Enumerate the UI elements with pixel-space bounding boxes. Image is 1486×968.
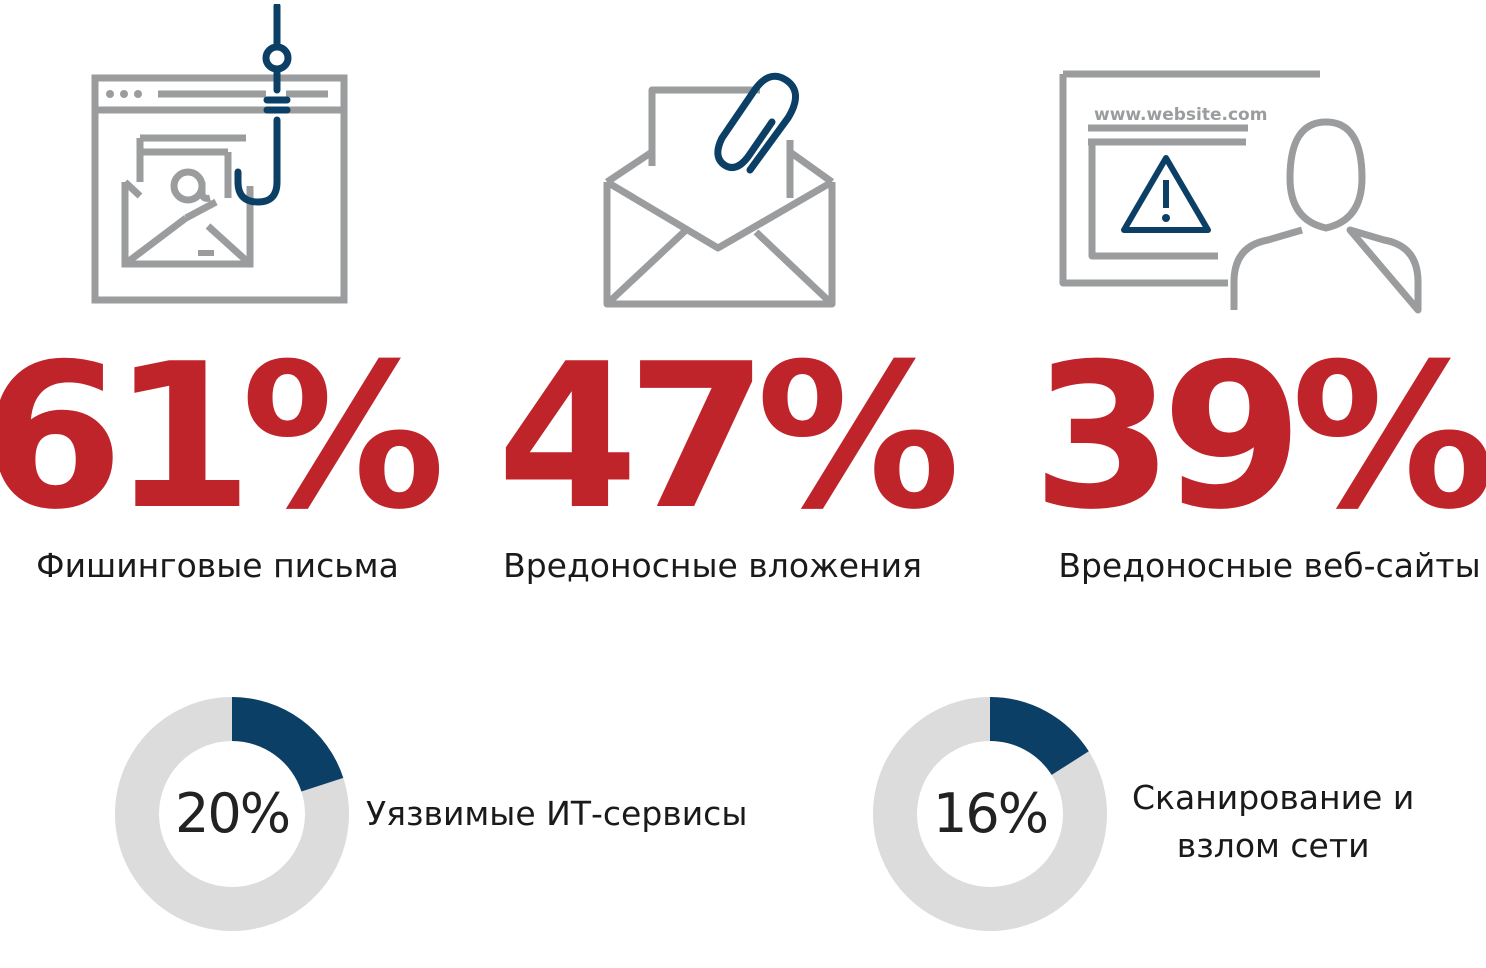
phishing-email-hook-icon	[91, 4, 348, 304]
donut-label: Сканирование и взлом сети	[1132, 774, 1414, 870]
percent-value: 39%	[1031, 321, 1486, 554]
stat-attachments: 47% Вредоносные вложения	[495, 0, 990, 600]
donut-slice	[232, 697, 344, 792]
malicious-website-warning-user-icon: www.website.com	[1059, 70, 1422, 314]
donut-network-scan: 16% Сканирование и взлом сети	[868, 690, 1468, 950]
donut-label: Уязвимые ИТ-сервисы	[366, 790, 747, 838]
stat-websites: www.website.com 39% Вредоносные веб-сайт…	[990, 0, 1486, 600]
website-url-text: www.website.com	[1094, 105, 1267, 125]
stat-label: Вредоносные вложения	[503, 546, 922, 585]
stat-label: Фишинговые письма	[36, 546, 399, 585]
donut-percent: 16%	[932, 782, 1049, 845]
donut-percent: 20%	[174, 782, 291, 845]
percent-value: 47%	[496, 321, 961, 554]
donut-it-services: 20% Уязвимые ИТ-сервисы	[110, 690, 770, 950]
donut-label-line: Сканирование и	[1132, 778, 1415, 817]
stat-phishing: 61% Фишинговые письма	[0, 0, 495, 600]
percent-value: 61%	[0, 321, 446, 554]
donut-label-line: взлом сети	[1176, 826, 1370, 865]
stat-label: Вредоносные веб-сайты	[1058, 546, 1481, 585]
donut-slice	[990, 697, 1089, 775]
email-attachment-paperclip-icon	[603, 72, 836, 308]
donut-label-line: Уязвимые ИТ-сервисы	[366, 794, 748, 833]
